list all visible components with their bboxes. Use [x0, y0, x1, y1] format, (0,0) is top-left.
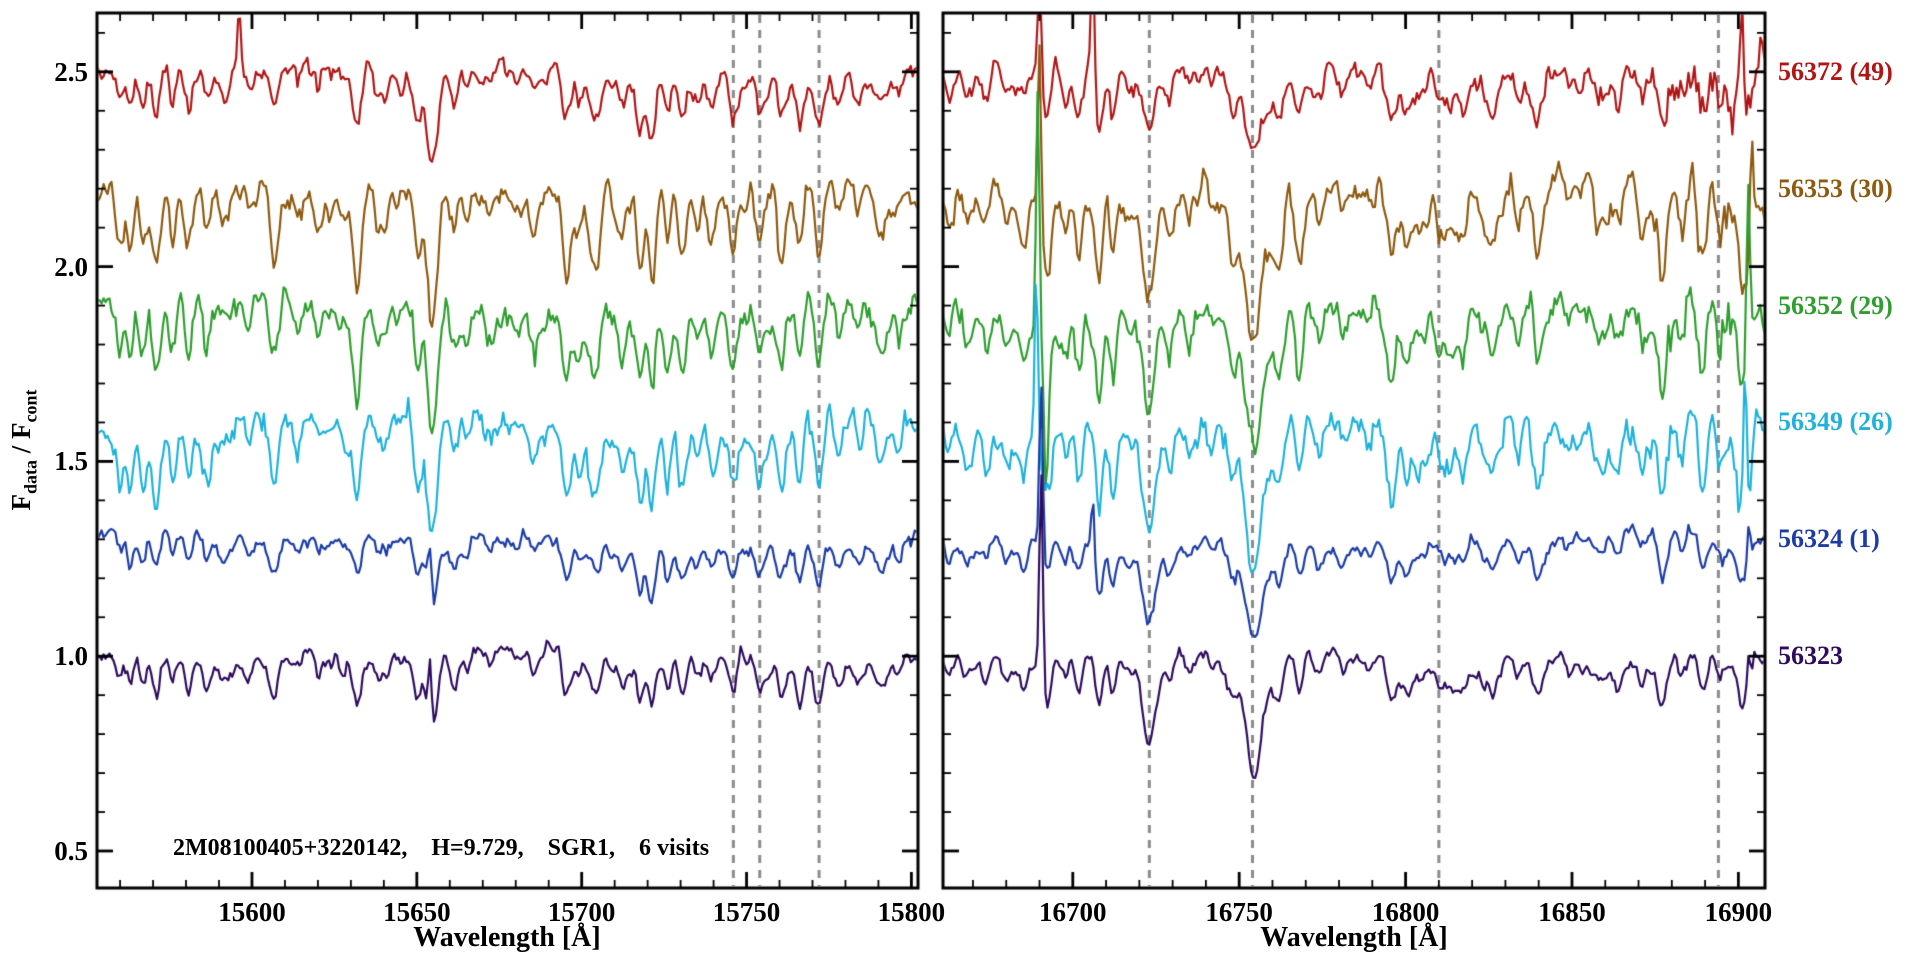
x-tick-label: 16700 [1039, 897, 1107, 927]
legend-label: 56353 (30) [1778, 173, 1893, 203]
x-tick-label: 15800 [877, 897, 946, 927]
x-tick-label: 15700 [547, 897, 616, 927]
x-tick-label: 15750 [712, 897, 781, 927]
legend-label: 56352 (29) [1778, 290, 1893, 320]
star-annotation: 2M08100405+3220142, H=9.729, SGR1, 6 vis… [173, 835, 710, 861]
legend-label: 56323 [1778, 641, 1843, 671]
x-tick-label: 15650 [383, 897, 451, 927]
x-axis-title-right: Wavelength [Å] [1260, 922, 1448, 953]
y-tick-label: 2.0 [54, 251, 88, 282]
legend-label: 56324 (1) [1778, 524, 1880, 554]
y-tick-label: 1.0 [54, 641, 88, 672]
x-tick-label: 16900 [1704, 897, 1773, 927]
x-tick-label: 16750 [1205, 897, 1273, 927]
x-tick-label: 16800 [1371, 897, 1440, 927]
x-tick-label: 15600 [218, 897, 286, 927]
legend-label: 56372 (49) [1778, 56, 1893, 86]
y-tick-label: 1.5 [54, 446, 88, 477]
x-tick-label: 16850 [1538, 897, 1606, 927]
legend-label: 56349 (26) [1778, 407, 1893, 437]
y-tick-label: 2.5 [54, 56, 88, 87]
y-tick-label: 0.5 [54, 835, 88, 866]
x-axis-title-left: Wavelength [Å] [413, 922, 601, 953]
